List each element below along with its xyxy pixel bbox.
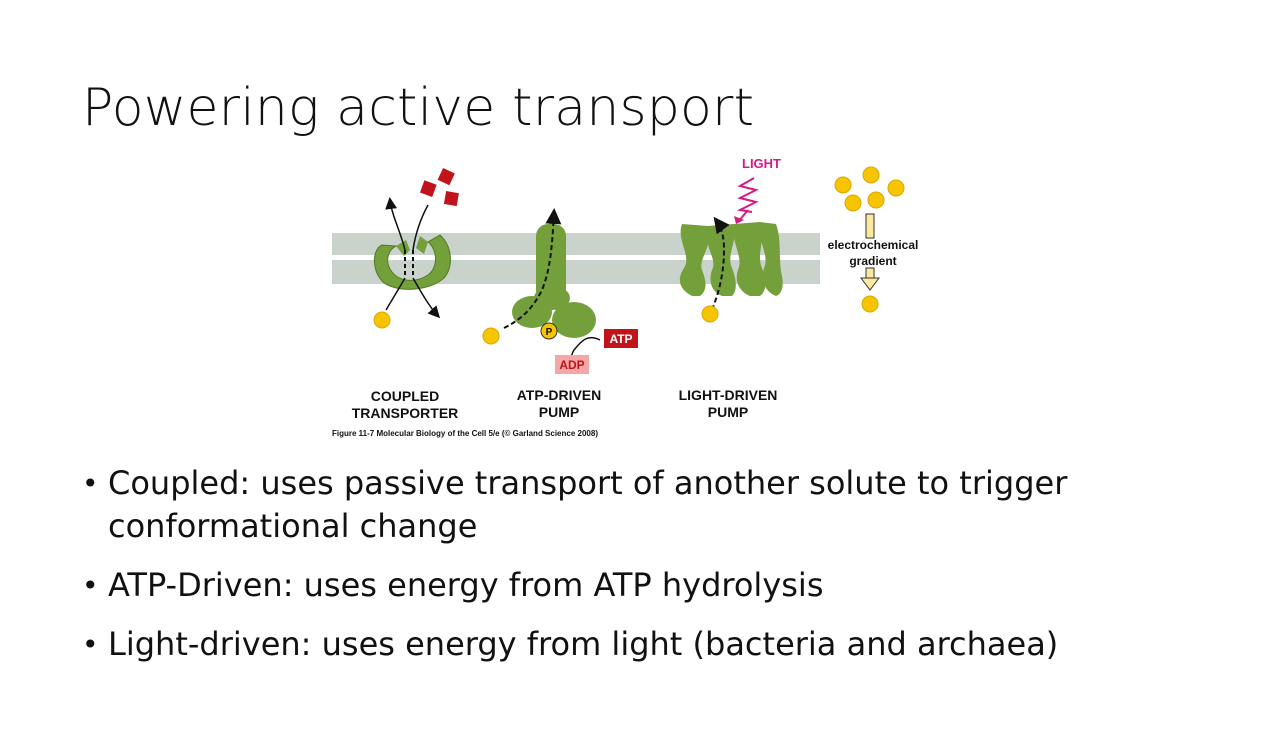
yellow-solute-light bbox=[701, 305, 719, 323]
figure-caption: Figure 11-7 Molecular Biology of the Cel… bbox=[332, 429, 598, 438]
light-driven-pump bbox=[679, 177, 783, 311]
yellow-solute-coupled bbox=[373, 311, 391, 329]
bullet-dot: • bbox=[82, 569, 99, 602]
gradient-solute-2 bbox=[862, 166, 880, 184]
yellow-solute-atp bbox=[482, 327, 500, 345]
coupled-label-line2: TRANSPORTER bbox=[352, 405, 459, 421]
light-pump-label-line2: PUMP bbox=[708, 404, 748, 420]
phosphate-marker bbox=[540, 322, 558, 340]
coupled-label-line1: COUPLED bbox=[371, 388, 439, 404]
slide-title: Powering active transport bbox=[82, 78, 755, 138]
atp-pump-label-line1: ATP-DRIVEN bbox=[517, 387, 602, 403]
atp-driven-pump bbox=[503, 208, 601, 373]
gradient-legend: electrochemical gradient bbox=[828, 166, 919, 313]
bullet-coupled-line2: conformational change bbox=[108, 507, 478, 545]
transport-diagram: P ATP ADP LIGHT elect bbox=[332, 156, 919, 438]
atp-pump-label-line2: PUMP bbox=[539, 404, 579, 420]
adp-label: ADP bbox=[559, 358, 584, 372]
gradient-solute-5 bbox=[867, 191, 885, 209]
bullet-coupled-line1: Coupled: uses passive transport of anoth… bbox=[108, 464, 1068, 502]
red-solute-3 bbox=[443, 191, 459, 207]
gradient-label-line2: gradient bbox=[849, 254, 896, 268]
adp-box bbox=[555, 355, 589, 374]
light-label: LIGHT bbox=[742, 156, 781, 171]
bullet-dot: • bbox=[82, 628, 99, 661]
bullet-light-driven: • Light-driven: uses energy from light (… bbox=[82, 623, 1232, 666]
red-solute-1 bbox=[419, 180, 437, 197]
phosphate-label: P bbox=[546, 327, 553, 338]
bullet-light-text: Light-driven: uses energy from light (ba… bbox=[108, 625, 1059, 663]
bullet-dot: • bbox=[82, 467, 99, 500]
transport-figure: P ATP ADP LIGHT elect bbox=[320, 150, 940, 445]
gradient-solute-4 bbox=[844, 194, 862, 212]
gradient-solute-bottom bbox=[861, 295, 879, 313]
gradient-bar-top bbox=[865, 213, 875, 239]
bullet-coupled: • Coupled: uses passive transport of ano… bbox=[82, 462, 1232, 548]
atp-box bbox=[604, 329, 638, 348]
gradient-arrow-head bbox=[860, 277, 880, 291]
bullet-list: • Coupled: uses passive transport of ano… bbox=[82, 462, 1232, 682]
atp-label: ATP bbox=[609, 332, 632, 346]
bullet-atp-driven: • ATP-Driven: uses energy from ATP hydro… bbox=[82, 564, 1232, 607]
gradient-solute-3 bbox=[887, 179, 905, 197]
gradient-label-line1: electrochemical bbox=[828, 238, 919, 252]
gradient-solute-1 bbox=[834, 176, 852, 194]
light-pump-label-line1: LIGHT-DRIVEN bbox=[679, 387, 778, 403]
coupled-transporter bbox=[374, 197, 451, 319]
red-solute-2 bbox=[437, 168, 455, 186]
bullet-atp-text: ATP-Driven: uses energy from ATP hydroly… bbox=[108, 566, 824, 604]
